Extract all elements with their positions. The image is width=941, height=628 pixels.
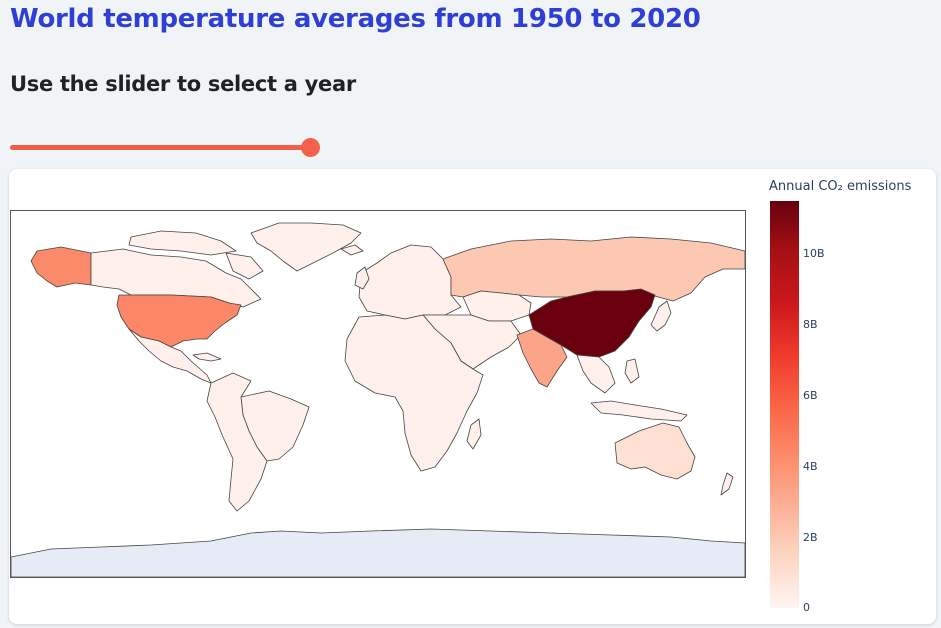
colorbar-tick: 2B [803,531,818,544]
region-southeast-asia[interactable] [576,354,616,394]
country-iceland[interactable] [340,244,364,256]
colorbar-tick: 10B [803,247,825,260]
slider-track[interactable] [10,145,312,150]
country-philippines[interactable] [624,358,640,384]
country-canada[interactable] [90,248,262,308]
country-usa[interactable] [116,294,242,348]
region-africa[interactable] [344,314,484,472]
country-japan[interactable] [650,300,672,332]
colorbar [770,201,799,608]
south-america-west[interactable] [206,372,268,512]
slider-instruction: Use the slider to select a year [10,72,356,96]
country-greenland[interactable] [250,222,362,272]
country-australia[interactable] [614,422,696,480]
country-uk[interactable] [354,266,370,290]
colorbar-tick: 0 [803,601,810,614]
arctic-islands[interactable] [128,230,237,256]
choropleth-card: Annual CO₂ emissions 10B 8B 6B 4B 2B 0 [9,169,936,624]
colorbar-tick: 4B [803,460,818,473]
country-madagascar[interactable] [466,418,482,450]
country-cuba[interactable] [192,352,222,362]
colorbar-tick: 6B [803,389,818,402]
country-china[interactable] [528,288,656,358]
region-antarctica[interactable] [11,528,745,577]
world-map[interactable] [10,210,746,578]
region-indonesia[interactable] [590,400,688,422]
colorbar-tick: 8B [803,318,818,331]
slider-handle[interactable] [301,138,320,157]
page-title: World temperature averages from 1950 to … [10,4,701,34]
colorbar-title: Annual CO₂ emissions [769,179,912,194]
country-new-zealand[interactable] [720,472,734,496]
baffin-island[interactable] [225,252,264,280]
country-alaska[interactable] [30,246,92,288]
year-slider[interactable] [10,138,322,158]
region-europe[interactable] [358,244,462,320]
